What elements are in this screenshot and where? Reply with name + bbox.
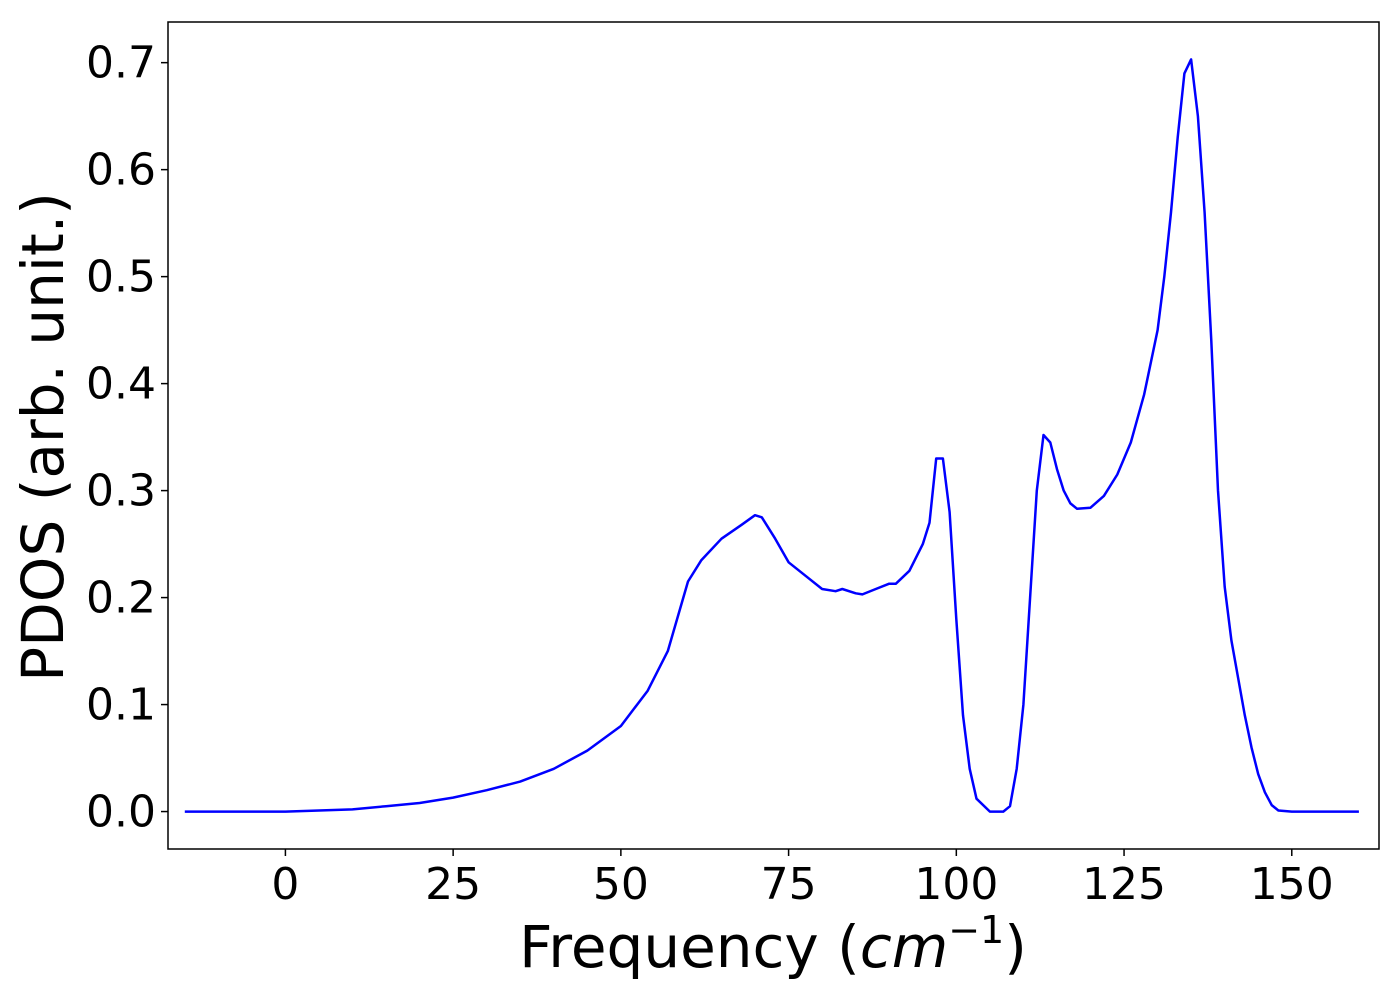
x-tick-label: 100 — [914, 859, 998, 910]
x-axis-ticks: 0 25 50 75 100 125 150 — [271, 849, 1334, 910]
y-axis-ticks: 0.0 0.1 0.2 0.3 0.4 0.5 0.6 0.7 — [86, 38, 168, 838]
y-tick-label: 0.2 — [86, 573, 156, 624]
y-axis-title: PDOS (arb. unit.) — [9, 192, 77, 682]
x-tick-label: 0 — [271, 859, 299, 910]
y-tick-label: 0.1 — [86, 680, 156, 731]
y-tick-label: 0.3 — [86, 466, 156, 517]
x-axis-title-text: Frequency ( — [519, 913, 860, 981]
x-axis-title-close: ) — [1004, 913, 1027, 981]
y-tick-label: 0.7 — [86, 38, 156, 89]
y-tick-label: 0.5 — [86, 252, 156, 303]
x-tick-label: 75 — [761, 859, 817, 910]
plot-area — [167, 21, 1380, 850]
x-tick-label: 150 — [1250, 859, 1334, 910]
x-axis-title: Frequency (cm−1) — [519, 908, 1027, 981]
series-layer — [184, 58, 1359, 813]
x-tick-label: 125 — [1082, 859, 1166, 910]
x-tick-label: 50 — [593, 859, 649, 910]
pdos-series-line — [184, 58, 1359, 813]
y-tick-label: 0.0 — [86, 787, 156, 838]
x-axis-title-unit: cm — [860, 913, 948, 981]
y-tick-label: 0.6 — [86, 145, 156, 196]
x-tick-label: 25 — [425, 859, 481, 910]
x-axis-title-exponent: −1 — [948, 908, 1004, 952]
y-tick-label: 0.4 — [86, 359, 156, 410]
